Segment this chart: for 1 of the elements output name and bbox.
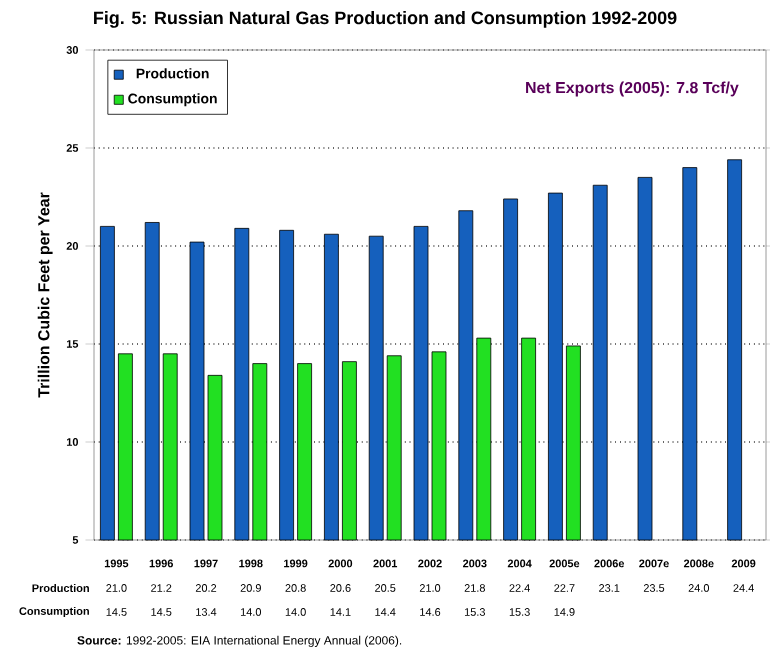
chart-title: Fig. 5: Russian Natural Gas Production and Consumption 1992-2009 — [94, 11, 677, 28]
